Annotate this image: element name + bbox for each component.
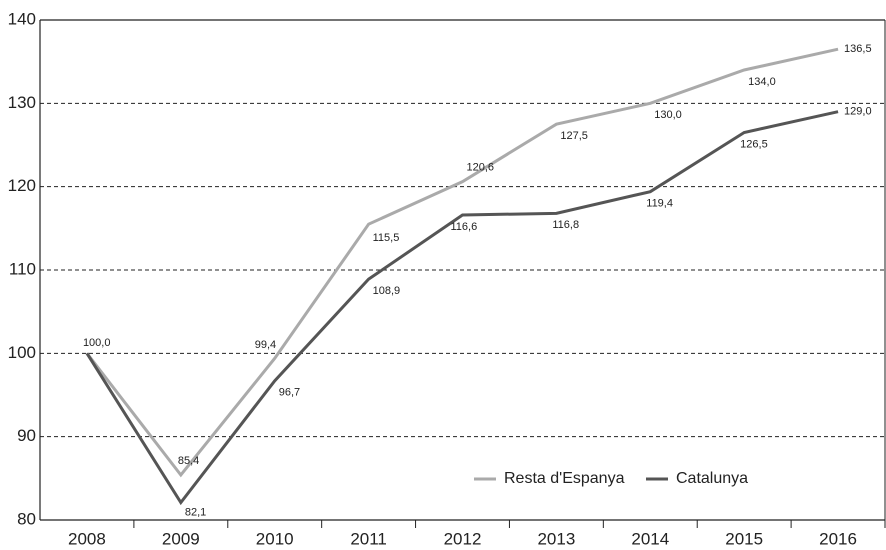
value-label: 85,4	[178, 455, 199, 467]
x-tick-label: 2010	[256, 529, 294, 548]
value-label: 134,0	[748, 76, 776, 88]
x-tick-label: 2015	[725, 529, 763, 548]
x-tick-label: 2012	[444, 529, 482, 548]
x-tick-label: 2013	[537, 529, 575, 548]
value-label: 119,4	[646, 198, 673, 210]
value-label: 99,4	[255, 339, 276, 351]
legend-label: Resta d'Espanya	[504, 470, 625, 487]
x-tick-label: 2008	[68, 529, 106, 548]
value-label: 136,5	[844, 43, 872, 55]
value-label: 127,5	[560, 130, 588, 142]
line	[85, 110, 839, 506]
x-tick-label: 2016	[819, 529, 857, 548]
value-label: 116,8	[552, 219, 579, 231]
y-tick-label: 120	[8, 176, 36, 195]
value-label: 129,0	[844, 106, 872, 118]
legend-label: Catalunya	[676, 470, 748, 487]
x-tick-label: 2014	[631, 529, 669, 548]
y-tick-label: 140	[8, 9, 36, 28]
y-tick-label: 80	[17, 509, 36, 528]
value-label: 116,6	[451, 221, 478, 233]
y-tick-label: 110	[9, 259, 36, 278]
y-tick-label: 90	[17, 426, 36, 445]
value-label: 130,0	[654, 109, 682, 121]
value-label: 115,5	[373, 232, 400, 244]
value-label: 120,6	[467, 162, 495, 174]
y-tick-label: 100	[8, 343, 36, 362]
value-label: 108,9	[373, 285, 401, 297]
value-label: 126,5	[740, 138, 768, 150]
x-tick-label: 2011	[350, 529, 387, 548]
value-label: 100,0	[83, 337, 111, 349]
value-label: 96,7	[279, 387, 300, 399]
value-label: 82,1	[185, 506, 206, 518]
x-tick-label: 2009	[162, 529, 200, 548]
line	[85, 47, 839, 478]
y-tick-label: 130	[8, 93, 36, 112]
